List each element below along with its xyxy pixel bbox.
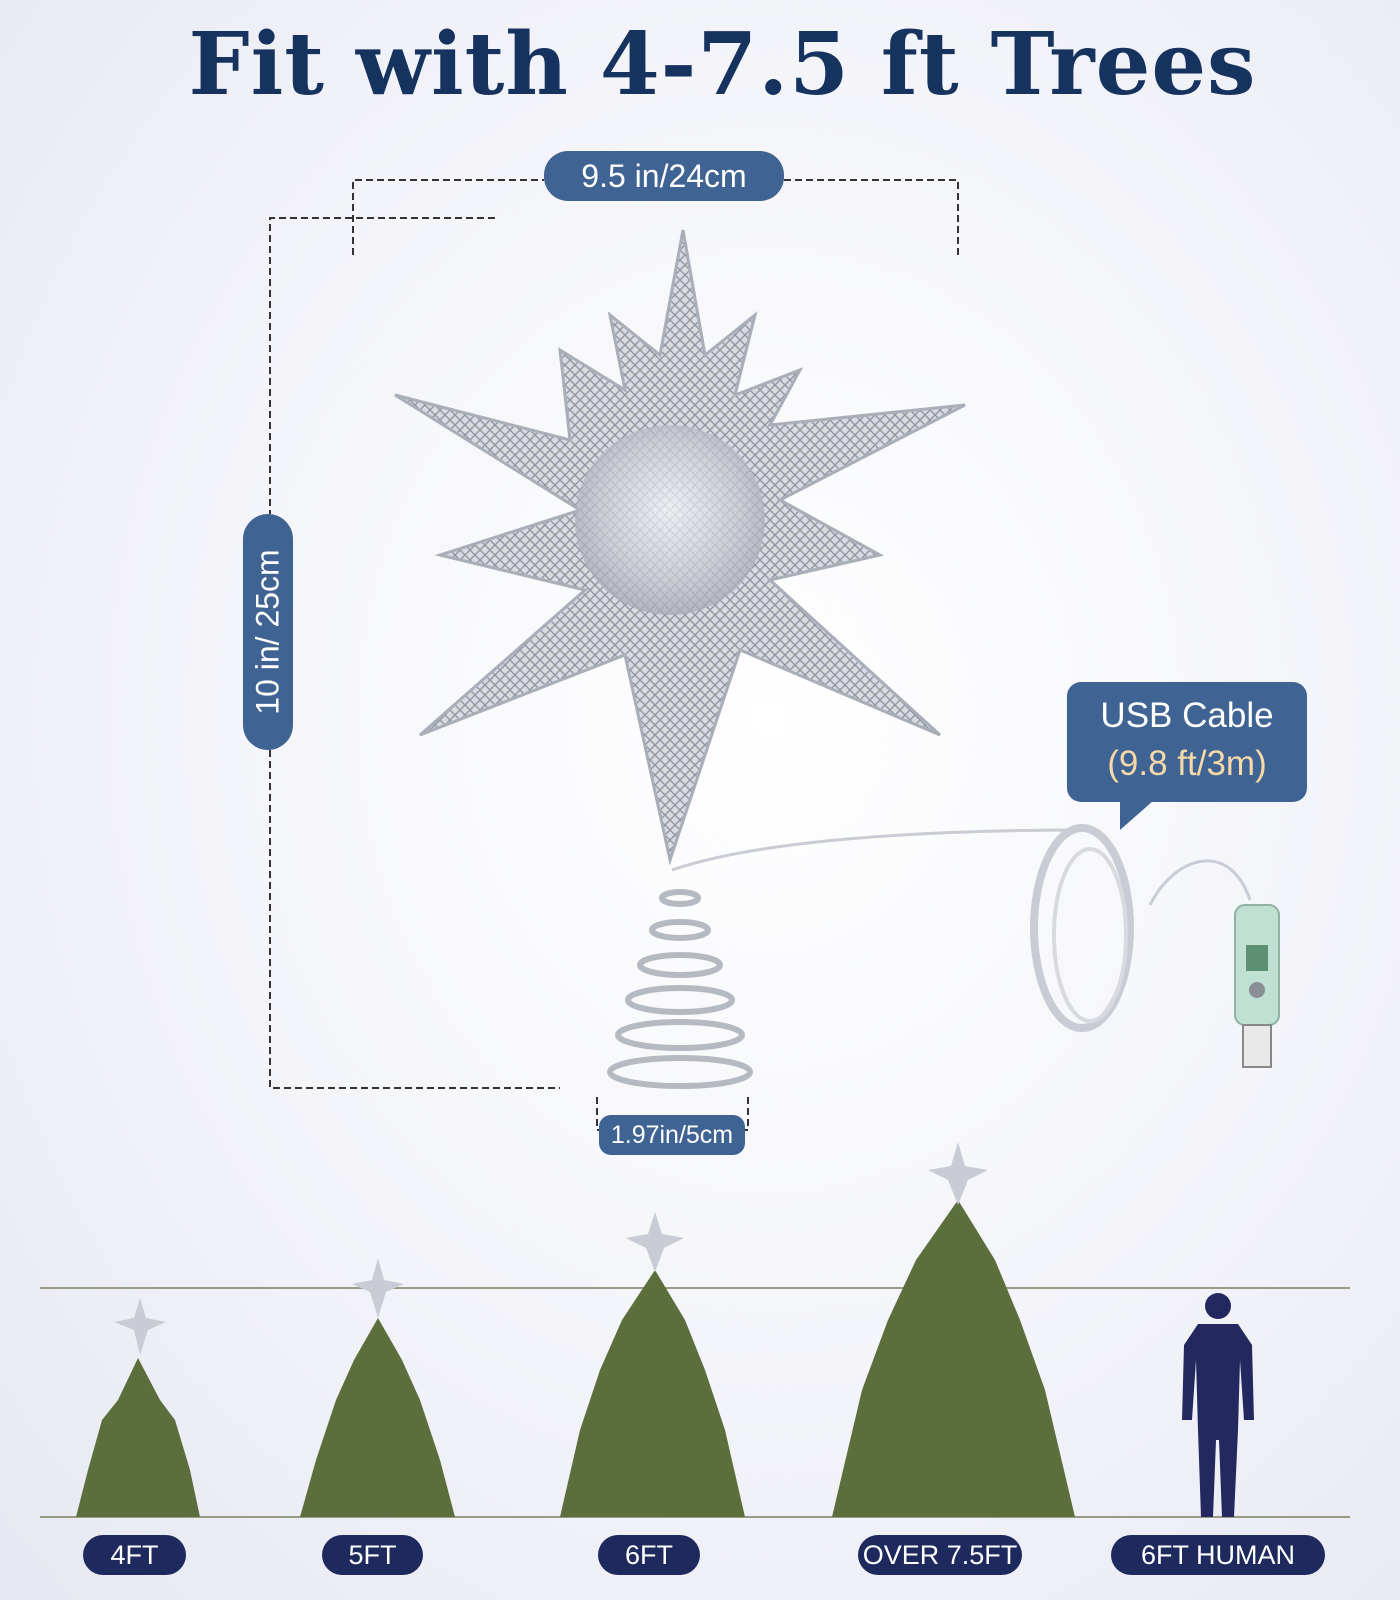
dimension-lines (269, 179, 959, 1131)
star-center-glitter (575, 425, 765, 615)
tree-label-6ft: 6FT (598, 1535, 700, 1575)
height-line-top (269, 217, 495, 514)
width-line-right (784, 179, 959, 255)
tree-label-5ft: 5FT (322, 1535, 423, 1575)
mini-star-icon (928, 1142, 988, 1205)
height-dimension-badge: 10 in/ 25cm (243, 514, 293, 750)
width-dimension-label: 9.5 in/24cm (544, 151, 784, 201)
usb-callout-length: (9.8 ft/3m) (1107, 744, 1267, 783)
spring-base-icon (607, 889, 753, 1089)
page-title: Fit with 4-7.5 ft Trees (188, 14, 1257, 115)
usb-plug-icon (1242, 1024, 1272, 1068)
human-silhouette-image (1182, 1293, 1254, 1517)
star-topper-image (394, 229, 966, 1089)
tree-4ft-image (76, 1298, 200, 1517)
height-line-bottom (269, 750, 560, 1089)
mini-star-icon (352, 1258, 404, 1318)
height-dimension-label: 10 in/ 25cm (249, 549, 286, 715)
base-dimension-label: 1.97in/5cm (599, 1115, 745, 1155)
usb-cable-image (671, 824, 1280, 1068)
callout-pointer (1120, 800, 1154, 830)
base-line-right (736, 1097, 749, 1131)
mini-star-icon (114, 1298, 166, 1355)
tree-5ft-image (300, 1258, 455, 1517)
tree-6ft-image (560, 1212, 745, 1517)
tree-label-over-75ft: OVER 7.5FT (858, 1535, 1022, 1575)
tree-75ft-image (832, 1142, 1075, 1517)
usb-callout-title: USB Cable (1100, 696, 1274, 735)
mini-star-icon (626, 1212, 684, 1272)
width-line-left (352, 179, 544, 255)
usb-cable-callout: USB Cable (9.8 ft/3m) (1067, 682, 1307, 802)
tree-label-4ft: 4FT (83, 1535, 186, 1575)
tree-label-6ft-human: 6FT HUMAN (1111, 1535, 1325, 1575)
base-line-left (596, 1097, 609, 1131)
